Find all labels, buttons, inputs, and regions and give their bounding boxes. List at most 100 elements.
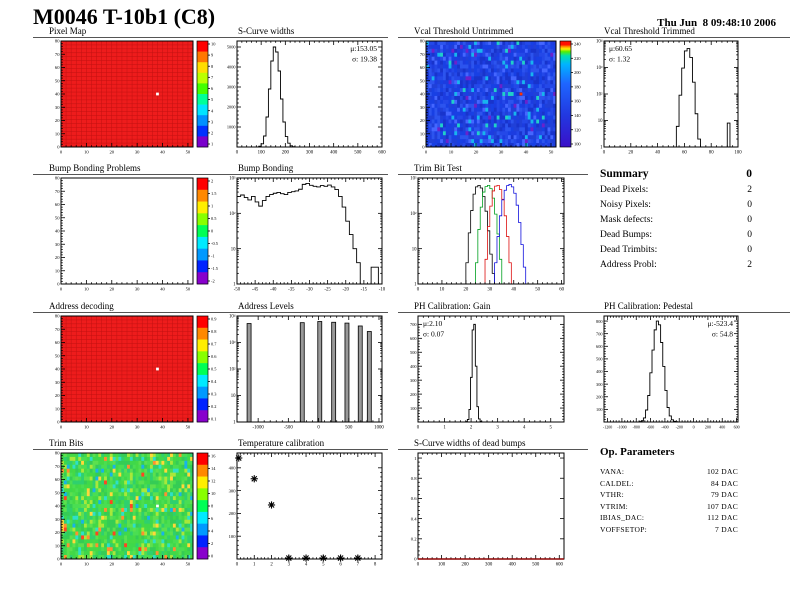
svg-text:6: 6 [339, 563, 342, 568]
op-row: CALDEL: 84 DAC [600, 478, 738, 490]
svg-text:10³: 10³ [596, 65, 603, 71]
svg-text:20: 20 [55, 255, 60, 260]
op-label: CALDEL: [600, 478, 634, 488]
summary-row: Mask defects: 0 [600, 213, 752, 228]
svg-text:30: 30 [420, 105, 425, 110]
svg-text:20: 20 [109, 562, 114, 567]
svg-text:10⁴: 10⁴ [596, 39, 603, 45]
svg-text:30: 30 [135, 287, 140, 292]
plot-title: Vcal Threshold Trimmed [588, 26, 790, 38]
svg-text:240: 240 [574, 42, 581, 47]
svg-text:10: 10 [84, 287, 89, 292]
svg-text:30: 30 [135, 562, 140, 567]
summary-label: Dead Bumps: [600, 230, 652, 240]
svg-text:7: 7 [357, 563, 360, 568]
summary-value: 0 [747, 245, 752, 255]
svg-text:100: 100 [258, 151, 266, 156]
svg-text:-2: -2 [211, 279, 215, 284]
svg-text:140: 140 [574, 113, 581, 118]
svg-text:40: 40 [55, 229, 60, 234]
op-row: IBIAS_DAC: 112 DAC [600, 512, 738, 524]
vcal_trimmed-svg: 0 20 40 60 80 100 1 10 10² 10³ 10⁴ μ:60.65 σ: 1.32 [596, 39, 742, 156]
svg-text:0.6: 0.6 [211, 354, 217, 359]
scurve_widths-svg: 0 100 200 300 400 500 600 1000 2000 3000 4000 5000 μ… [227, 40, 386, 156]
svg-text:40: 40 [55, 367, 60, 372]
temp_calibration-svg: 0 1 2 3 4 5 6 7 8 100 200 300 400 [229, 452, 383, 568]
svg-text:0.5: 0.5 [211, 367, 217, 372]
svg-text:400: 400 [410, 364, 416, 369]
svg-text:200: 200 [461, 563, 469, 568]
svg-text:10³: 10³ [229, 340, 236, 346]
svg-text:-1.5: -1.5 [211, 266, 219, 271]
svg-text:5: 5 [550, 426, 553, 431]
svg-text:6: 6 [211, 86, 214, 91]
plot-title: Bump Bonding Problems [33, 163, 225, 175]
svg-text:70: 70 [55, 327, 60, 332]
svg-text:300: 300 [229, 488, 237, 493]
svg-text:1: 1 [600, 146, 603, 151]
svg-text:4: 4 [523, 426, 526, 431]
svg-text:60: 60 [55, 65, 60, 70]
svg-text:0.4: 0.4 [211, 379, 217, 384]
summary-row: Dead Trimbits: 0 [600, 243, 752, 258]
svg-text:0: 0 [414, 557, 417, 562]
summary-value: 0 [747, 215, 752, 225]
address-decoding-canvas: 0 10 20 30 40 50 0 10 20 30 40 50 60 70 80 0.9 0.8 0.7 0.6… [33, 312, 225, 435]
svg-text:-50: -50 [234, 288, 241, 293]
svg-text:20: 20 [474, 150, 479, 155]
svg-text:0: 0 [60, 150, 63, 155]
svg-text:2: 2 [211, 541, 213, 546]
svg-text:80: 80 [55, 39, 60, 44]
svg-text:-40: -40 [270, 288, 277, 293]
svg-text:30: 30 [55, 517, 60, 522]
svg-text:50: 50 [186, 150, 191, 155]
svg-text:0.9: 0.9 [211, 317, 217, 322]
vcal_untrimmed-svg: 0 10 20 30 40 50 0 10 20 30 40 50 60 70 80 240 220 200 180… [420, 39, 581, 155]
svg-text:20: 20 [55, 393, 60, 398]
svg-text:μ:2.10: μ:2.10 [423, 319, 442, 328]
svg-text:3: 3 [496, 426, 499, 431]
svg-text:600: 600 [410, 336, 416, 341]
svg-text:40: 40 [511, 288, 516, 293]
svg-text:0: 0 [417, 288, 420, 293]
svg-text:0: 0 [211, 229, 214, 234]
svg-text:20: 20 [420, 118, 425, 123]
pixel-map-canvas: 0 10 20 30 40 50 0 10 20 30 40 50 60 70 80 10 9 8 7 6 5 4 3 2 1 [33, 37, 225, 160]
svg-text:100: 100 [410, 406, 416, 411]
plot-scurve-dead-bumps: S-Curve widths of dead bumps 0 100 200 300 4… [398, 438, 588, 572]
svg-text:0: 0 [57, 282, 60, 287]
svg-text:4: 4 [211, 108, 214, 113]
plot-title: PH Calibration: Gain [398, 301, 588, 313]
svg-text:70: 70 [55, 464, 60, 469]
svg-text:1: 1 [253, 563, 256, 568]
svg-text:10: 10 [211, 42, 216, 47]
svg-text:1.5: 1.5 [211, 191, 217, 196]
plot-address-decoding: Address decoding 0 10 20 30 40 50 0 10 20 30 40 50 6… [33, 301, 225, 435]
plot-temp-calibration: Temperature calibration 0 1 2 3 4 5 6 7 8 100 200 3… [222, 438, 388, 572]
op-label: VTRIM: [600, 501, 629, 511]
plot-title: Trim Bit Test [398, 163, 588, 175]
trim-bits-canvas: 0 10 20 30 40 50 0 10 20 30 40 50 60 70 80 16 14 12 10 8 6 4 2… [33, 449, 225, 572]
svg-text:50: 50 [535, 288, 540, 293]
svg-text:0: 0 [425, 150, 428, 155]
summary-row: Dead Bumps: 0 [600, 228, 752, 243]
svg-text:10: 10 [231, 247, 236, 252]
svg-text:30: 30 [55, 105, 60, 110]
svg-text:1000: 1000 [374, 426, 384, 431]
svg-text:20: 20 [55, 530, 60, 535]
svg-text:10: 10 [55, 406, 60, 411]
plot-title: Temperature calibration [222, 438, 388, 450]
svg-text:100: 100 [596, 407, 602, 412]
svg-text:16: 16 [211, 454, 216, 459]
plot-trim-bit-test: Trim Bit Test 0 10 20 30 40 50 60 1 10 10² 10³ [398, 163, 588, 297]
svg-text:0: 0 [60, 562, 63, 567]
svg-text:2000: 2000 [227, 105, 236, 110]
address-levels-canvas: -1000 -500 0 500 1000 1 10 10² 10³ 10⁴ [222, 312, 388, 435]
plot-ph-gain: PH Calibration: Gain 0 1 2 3 4 5 100 200 300 400 5… [398, 301, 588, 435]
svg-text:20: 20 [109, 425, 114, 430]
bump_bonding-svg: -50 -45 -40 -35 -30 -25 -20 -15 -10 1 10 10² 10³ [229, 176, 386, 293]
svg-text:0.2: 0.2 [411, 537, 417, 542]
svg-text:50: 50 [55, 490, 60, 495]
svg-text:180: 180 [574, 84, 581, 89]
svg-text:200: 200 [574, 70, 581, 75]
